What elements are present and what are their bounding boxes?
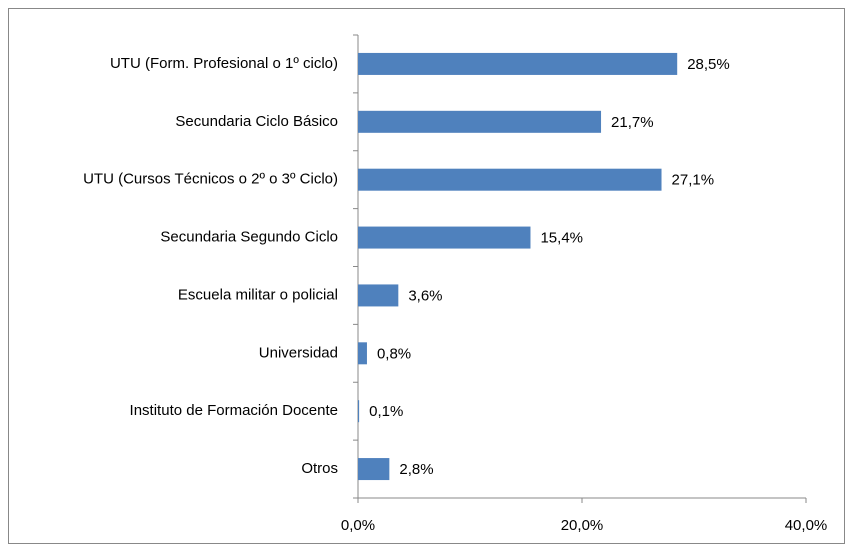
y-tick-label: UTU (Cursos Técnicos o 2º o 3º Ciclo): [83, 171, 338, 188]
bar: [358, 400, 360, 423]
value-label: 27,1%: [672, 172, 715, 189]
y-tick-label: Secundaria Segundo Ciclo: [160, 229, 338, 246]
chart-border: [8, 8, 845, 544]
bar: [358, 110, 602, 133]
value-label: 3,6%: [408, 287, 442, 304]
y-tick-label: UTU (Form. Profesional o 1º ciclo): [110, 55, 338, 72]
bar: [358, 168, 662, 191]
y-tick-label: Instituto de Formación Docente: [130, 402, 338, 419]
value-label: 0,8%: [377, 345, 411, 362]
bar: [358, 342, 367, 365]
y-tick-label: Escuela militar o policial: [178, 286, 338, 303]
value-label: 2,8%: [399, 461, 433, 478]
x-tick-label: 40,0%: [785, 517, 828, 534]
y-tick-label: Universidad: [259, 344, 338, 361]
bar: [358, 226, 531, 249]
bar: [358, 52, 678, 75]
value-label: 28,5%: [687, 56, 730, 73]
x-tick-label: 20,0%: [561, 517, 604, 534]
bar: [358, 458, 390, 481]
bar: [358, 284, 399, 307]
y-tick-label: Secundaria Ciclo Básico: [175, 113, 338, 130]
value-label: 21,7%: [611, 114, 654, 131]
value-label: 0,1%: [369, 403, 403, 420]
x-tick-label: 0,0%: [341, 517, 375, 534]
y-tick-label: Otros: [301, 460, 338, 477]
value-label: 15,4%: [540, 230, 583, 247]
